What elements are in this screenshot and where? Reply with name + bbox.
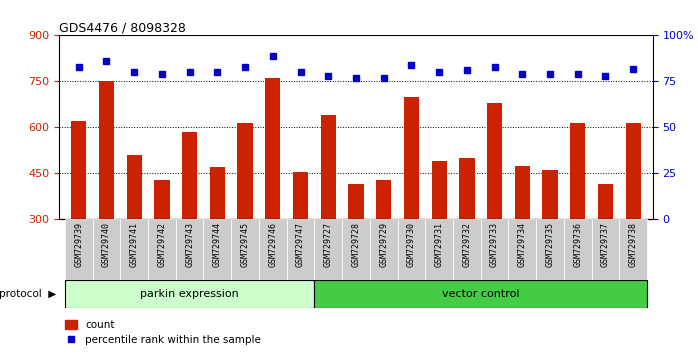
- Bar: [542, 170, 558, 219]
- Bar: [508, 219, 536, 280]
- Bar: [154, 179, 170, 219]
- Text: GSM729733: GSM729733: [490, 222, 499, 268]
- Text: GSM729737: GSM729737: [601, 222, 610, 268]
- Bar: [625, 123, 641, 219]
- Text: protocol  ▶: protocol ▶: [0, 289, 56, 299]
- Bar: [481, 219, 508, 280]
- Bar: [619, 219, 647, 280]
- Bar: [370, 219, 398, 280]
- Text: GDS4476 / 8098328: GDS4476 / 8098328: [59, 21, 186, 34]
- Bar: [209, 167, 225, 219]
- Text: GSM729738: GSM729738: [629, 222, 638, 268]
- Bar: [182, 132, 198, 219]
- Bar: [237, 123, 253, 219]
- Bar: [204, 219, 231, 280]
- Bar: [453, 219, 481, 280]
- Bar: [93, 219, 120, 280]
- Text: GSM729746: GSM729746: [268, 222, 277, 268]
- Text: GSM729731: GSM729731: [435, 222, 444, 268]
- Legend: count, percentile rank within the sample: count, percentile rank within the sample: [64, 320, 261, 345]
- Text: GSM729732: GSM729732: [462, 222, 471, 268]
- Bar: [120, 219, 148, 280]
- Bar: [425, 219, 453, 280]
- Bar: [570, 123, 586, 219]
- Text: GSM729736: GSM729736: [573, 222, 582, 268]
- Bar: [293, 172, 308, 219]
- Bar: [459, 158, 475, 219]
- Text: GSM729743: GSM729743: [185, 222, 194, 268]
- Bar: [398, 219, 425, 280]
- Bar: [348, 184, 364, 219]
- Bar: [314, 280, 647, 308]
- Text: GSM729747: GSM729747: [296, 222, 305, 268]
- Text: parkin expression: parkin expression: [140, 289, 239, 299]
- Bar: [564, 219, 592, 280]
- Bar: [148, 219, 176, 280]
- Bar: [65, 280, 314, 308]
- Bar: [71, 121, 87, 219]
- Text: GSM729740: GSM729740: [102, 222, 111, 268]
- Text: GSM729730: GSM729730: [407, 222, 416, 268]
- Text: GSM729745: GSM729745: [241, 222, 250, 268]
- Text: vector control: vector control: [442, 289, 519, 299]
- Bar: [65, 219, 93, 280]
- Text: GSM729729: GSM729729: [379, 222, 388, 268]
- Bar: [514, 166, 530, 219]
- Text: GSM729728: GSM729728: [352, 222, 360, 268]
- Bar: [487, 103, 503, 219]
- Text: GSM729734: GSM729734: [518, 222, 527, 268]
- Text: GSM729741: GSM729741: [130, 222, 139, 268]
- Text: GSM729727: GSM729727: [324, 222, 333, 268]
- Text: GSM729739: GSM729739: [74, 222, 83, 268]
- Bar: [592, 219, 619, 280]
- Text: GSM729735: GSM729735: [546, 222, 554, 268]
- Bar: [598, 184, 613, 219]
- Bar: [99, 81, 114, 219]
- Bar: [287, 219, 314, 280]
- Text: GSM729742: GSM729742: [158, 222, 166, 268]
- Bar: [431, 161, 447, 219]
- Bar: [404, 97, 419, 219]
- Bar: [342, 219, 370, 280]
- Bar: [265, 78, 281, 219]
- Bar: [259, 219, 287, 280]
- Bar: [536, 219, 564, 280]
- Text: GSM729744: GSM729744: [213, 222, 222, 268]
- Bar: [231, 219, 259, 280]
- Bar: [176, 219, 204, 280]
- Bar: [126, 155, 142, 219]
- Bar: [376, 179, 392, 219]
- Bar: [314, 219, 342, 280]
- Bar: [320, 115, 336, 219]
